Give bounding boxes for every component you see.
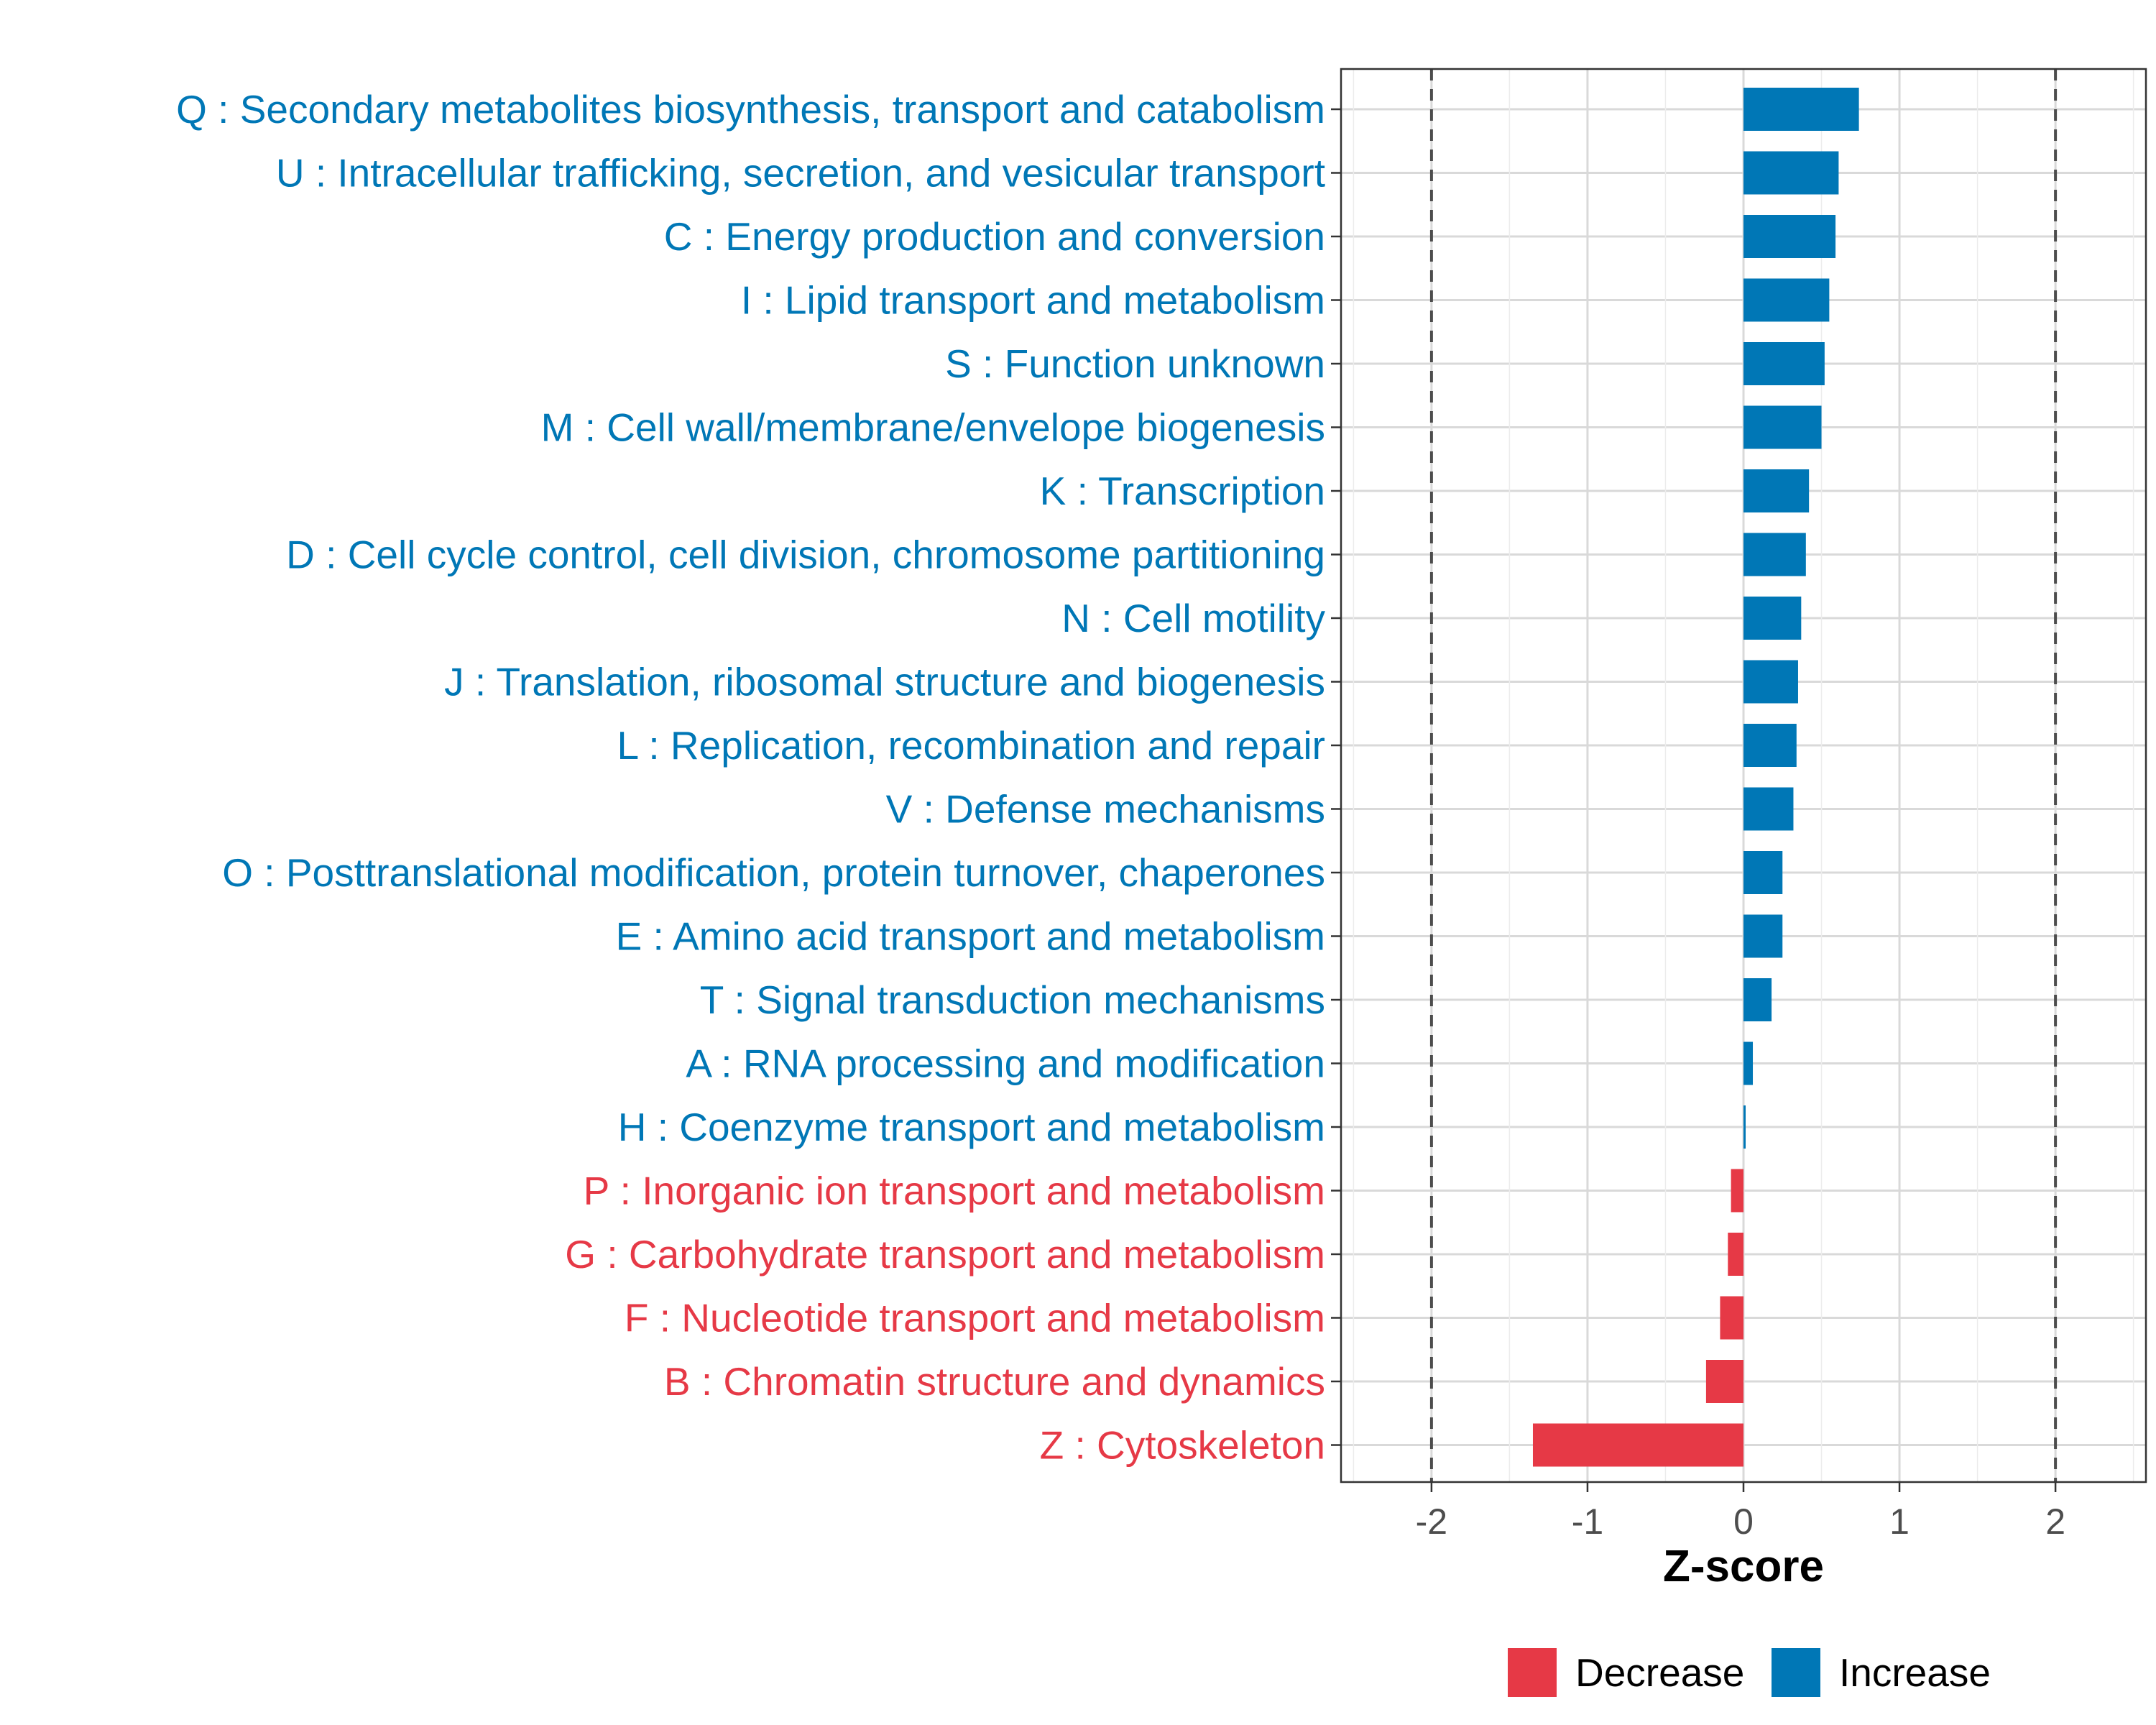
bar: [1743, 914, 1783, 958]
category-label: E : Amino acid transport and metabolism: [616, 914, 1325, 959]
category-label: D : Cell cycle control, cell division, c…: [286, 533, 1325, 577]
x-tick-label: -1: [1572, 1501, 1603, 1542]
category-label: H : Coenzyme transport and metabolism: [618, 1105, 1325, 1149]
category-label: K : Transcription: [1040, 469, 1325, 513]
category-label: G : Carbohydrate transport and metabolis…: [565, 1232, 1325, 1276]
bar: [1743, 278, 1830, 322]
bar: [1705, 1360, 1743, 1403]
x-axis-title: Z-score: [1663, 1542, 1824, 1591]
category-label: I : Lipid transport and metabolism: [741, 278, 1325, 323]
bar: [1743, 978, 1772, 1021]
category-label: U : Intracellular trafficking, secretion…: [276, 151, 1325, 196]
category-label: S : Function unknown: [945, 341, 1325, 386]
bar: [1743, 88, 1859, 131]
bar: [1743, 1105, 1746, 1149]
bar: [1743, 1041, 1754, 1085]
bar: [1743, 787, 1794, 831]
x-axis-ticks: -2 -1 0 1 2: [1416, 1482, 2065, 1542]
category-label: N : Cell motility: [1061, 596, 1325, 640]
bar: [1743, 724, 1797, 767]
category-label: Q : Secondary metabolites biosynthesis, …: [176, 87, 1325, 132]
x-tick-label: 0: [1733, 1501, 1754, 1542]
bar: [1731, 1169, 1743, 1213]
category-label: Z : Cytoskeleton: [1040, 1423, 1325, 1468]
bar: [1743, 469, 1810, 512]
category-label: L : Replication, recombination and repai…: [617, 723, 1325, 768]
bar: [1532, 1423, 1743, 1467]
bar: [1720, 1296, 1743, 1340]
bar: [1728, 1233, 1743, 1276]
category-label: M : Cell wall/membrane/envelope biogenes…: [541, 405, 1325, 450]
bar: [1743, 151, 1839, 195]
x-tick-label: 2: [2045, 1501, 2065, 1542]
category-label: P : Inorganic ion transport and metaboli…: [584, 1169, 1325, 1213]
bar: [1743, 342, 1825, 385]
category-label: O : Posttranslational modification, prot…: [222, 850, 1325, 895]
category-label: B : Chromatin structure and dynamics: [664, 1359, 1325, 1404]
bar: [1743, 851, 1783, 894]
category-label: J : Translation, ribosomal structure and…: [444, 660, 1325, 704]
bar: [1743, 597, 1802, 640]
legend-swatch: [1508, 1648, 1557, 1697]
reference-lines: [1429, 69, 2058, 1482]
category-label: F : Nucleotide transport and metabolism: [625, 1296, 1325, 1340]
x-tick-label: -2: [1416, 1501, 1447, 1542]
category-label: C : Energy production and conversion: [664, 214, 1325, 259]
legend-label: Increase: [1839, 1650, 1991, 1695]
bar: [1743, 533, 1806, 576]
bar: [1743, 405, 1822, 449]
x-tick-label: 1: [1889, 1501, 1909, 1542]
category-label: T : Signal transduction mechanisms: [700, 978, 1325, 1022]
bars: [1532, 88, 1859, 1467]
category-label: A : RNA processing and modification: [686, 1041, 1325, 1086]
legend-swatch: [1772, 1648, 1820, 1697]
y-axis-ticks: [1331, 108, 1341, 1446]
legend: Decrease Increase: [1508, 1648, 1991, 1697]
legend-label: Decrease: [1575, 1650, 1744, 1695]
bar: [1743, 660, 1798, 704]
y-axis-category-labels: Q : Secondary metabolites biosynthesis, …: [176, 87, 1325, 1468]
bar: [1743, 215, 1836, 258]
category-label: V : Defense mechanisms: [886, 787, 1325, 832]
